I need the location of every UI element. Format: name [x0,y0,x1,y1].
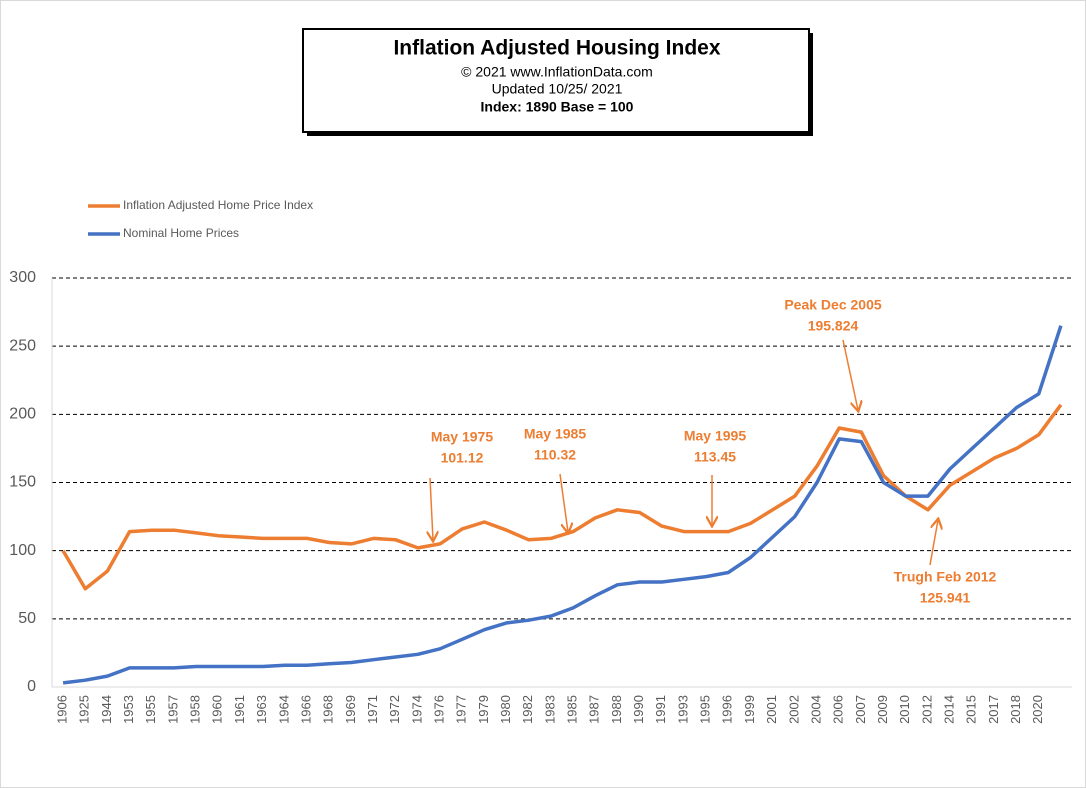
annotation: 110.32 [534,447,576,463]
y-tick-label: 300 [9,269,36,286]
x-tick-label: 1991 [653,695,668,724]
x-tick-label: 1963 [254,695,269,724]
x-tick-label: 1958 [188,695,203,724]
x-tick-label: 2001 [764,695,779,724]
x-tick-label: 1972 [387,695,402,724]
x-tick-label: 1961 [232,695,247,724]
x-tick-label: 2020 [1030,695,1045,724]
y-tick-label: 50 [18,610,36,627]
x-tick-label: 1985 [565,695,580,724]
x-tick-label: 1955 [143,695,158,724]
subtitle: Index: 1890 Base = 100 [481,99,634,115]
x-tick-label: 1964 [276,695,291,724]
x-tick-label: 1966 [298,695,313,724]
y-tick-label: 150 [9,474,36,491]
legend-label: Inflation Adjusted Home Price Index [123,198,313,212]
x-tick-label: 1971 [365,695,380,724]
x-tick-label: 2017 [986,695,1001,724]
annotation-arrow [559,473,568,532]
x-tick-label: 1990 [631,695,646,724]
annotation-arrow [430,477,433,540]
x-tick-label: 1979 [476,695,491,724]
x-tick-label: 1983 [542,695,557,724]
annotation: Peak Dec 2005 [784,297,882,313]
annotation-arrow [929,520,938,566]
x-tick-label: 1968 [321,695,336,724]
x-tick-label: 1996 [720,695,735,724]
annotation: 101.12 [441,450,484,466]
x-tick-label: 1982 [520,695,535,724]
subtitle: © 2021 www.InflationData.com [461,64,653,80]
series-line [62,325,1063,685]
y-tick-label: 100 [9,542,36,559]
annotation-arrow [842,339,858,410]
x-tick-label: 2009 [875,695,890,724]
x-tick-label: 2010 [897,695,912,724]
annotation: May 1975 [431,429,493,445]
subtitle: Updated 10/25/ 2021 [492,81,623,97]
x-tick-label: 2014 [941,695,956,724]
annotation: May 1995 [684,428,746,444]
x-tick-label: 2004 [808,695,823,724]
x-tick-label: 2007 [853,695,868,724]
annotation: 113.45 [694,449,736,465]
title-box [302,28,810,133]
x-tick-label: 1976 [431,695,446,724]
x-tick-label: 1999 [742,695,757,724]
x-tick-label: 2006 [831,695,846,724]
annotation: 125.941 [920,590,971,606]
chart-title: Inflation Adjusted Housing Index [393,37,720,60]
x-tick-label: 1944 [99,695,114,724]
x-tick-label: 2012 [919,695,934,724]
x-tick-label: 1995 [698,695,713,724]
x-tick-label: 1987 [587,695,602,724]
x-tick-label: 1977 [454,695,469,724]
annotation: Trugh Feb 2012 [894,569,997,585]
x-tick-label: 1969 [343,695,358,724]
y-tick-label: 250 [9,337,36,354]
x-tick-label: 1960 [210,695,225,724]
x-tick-label: 1953 [121,695,136,724]
x-tick-label: 1906 [55,695,70,724]
legend-label: Nominal Home Prices [123,226,239,240]
x-tick-label: 1993 [675,695,690,724]
x-tick-label: 1988 [609,695,624,724]
x-tick-label: 2018 [1008,695,1023,724]
annotation: May 1985 [524,426,586,442]
x-tick-label: 1974 [409,695,424,724]
x-tick-label: 1957 [165,695,180,724]
y-tick-label: 200 [9,406,36,423]
x-tick-label: 1980 [498,695,513,724]
x-tick-label: 2015 [964,695,979,724]
x-tick-label: 1925 [77,695,92,724]
annotation: 195.824 [808,318,859,334]
y-tick-label: 0 [27,678,36,695]
x-tick-label: 2002 [786,695,801,724]
